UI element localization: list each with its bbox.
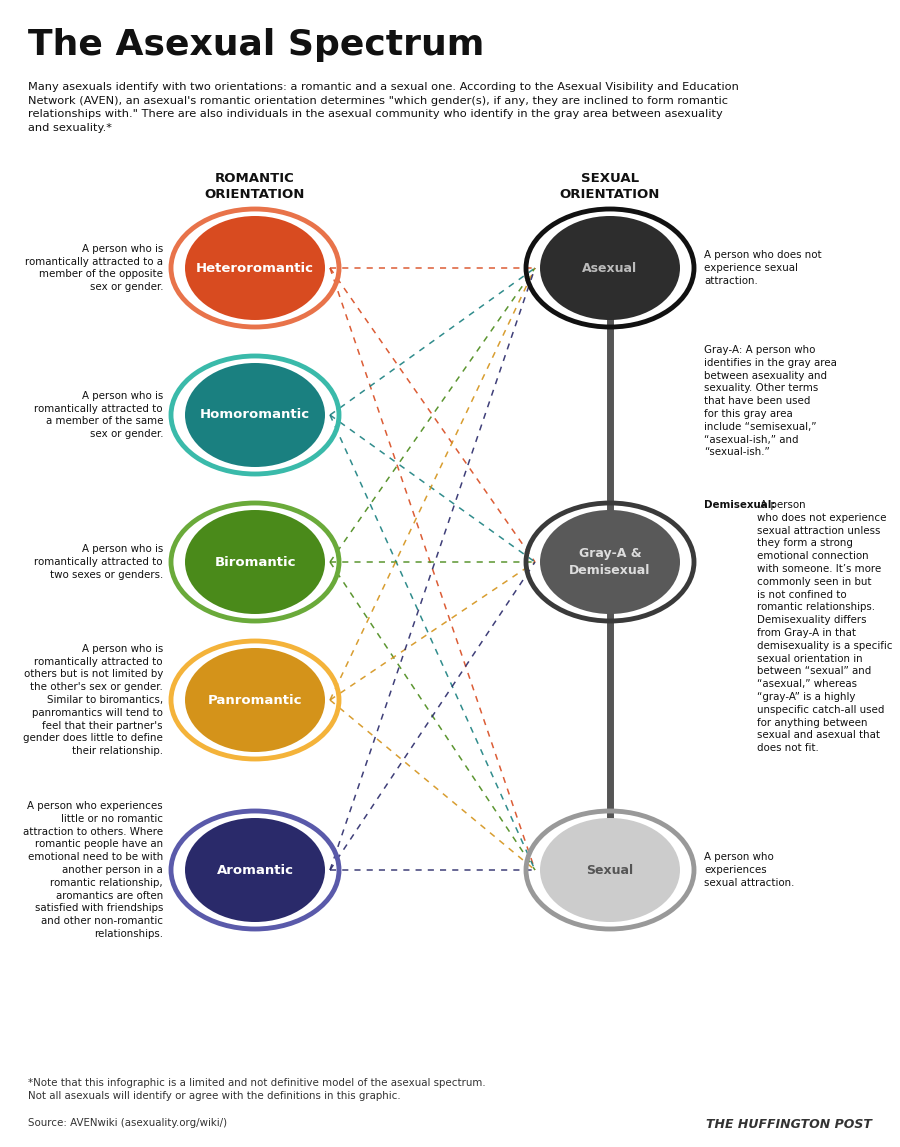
Text: Panromantic: Panromantic bbox=[208, 694, 302, 707]
Text: Asexual: Asexual bbox=[582, 262, 637, 274]
Text: SEXUAL
ORIENTATION: SEXUAL ORIENTATION bbox=[560, 172, 661, 201]
Text: Biromantic: Biromantic bbox=[214, 555, 296, 569]
Ellipse shape bbox=[185, 362, 325, 467]
Text: A person who does not
experience sexual
attraction.: A person who does not experience sexual … bbox=[704, 250, 822, 286]
Text: A person who is
romantically attracted to
others but is not limited by
the other: A person who is romantically attracted t… bbox=[23, 643, 163, 756]
Ellipse shape bbox=[540, 818, 680, 922]
Ellipse shape bbox=[185, 216, 325, 320]
Text: THE HUFFINGTON POST: THE HUFFINGTON POST bbox=[706, 1118, 872, 1131]
Text: Demisexual:: Demisexual: bbox=[704, 500, 776, 510]
Text: Aromantic: Aromantic bbox=[217, 864, 293, 876]
Ellipse shape bbox=[185, 510, 325, 614]
Ellipse shape bbox=[540, 216, 680, 320]
Text: Source: AVENwiki (asexuality.org/wiki/): Source: AVENwiki (asexuality.org/wiki/) bbox=[28, 1118, 227, 1128]
Text: Many asexuals identify with two orientations: a romantic and a sexual one. Accor: Many asexuals identify with two orientat… bbox=[28, 81, 739, 133]
Text: *Note that this infographic is a limited and not definitive model of the asexual: *Note that this infographic is a limited… bbox=[28, 1078, 486, 1101]
Text: A person who
experiences
sexual attraction.: A person who experiences sexual attracti… bbox=[704, 852, 795, 888]
Text: A person who experiences
little or no romantic
attraction to others. Where
roman: A person who experiences little or no ro… bbox=[22, 801, 163, 939]
Text: Gray-A: A person who
identifies in the gray area
between asexuality and
sexualit: Gray-A: A person who identifies in the g… bbox=[704, 345, 837, 458]
Ellipse shape bbox=[185, 818, 325, 922]
Ellipse shape bbox=[185, 648, 325, 752]
Text: Heteroromantic: Heteroromantic bbox=[196, 262, 314, 274]
Text: A person who is
romantically attracted to
two sexes or genders.: A person who is romantically attracted t… bbox=[34, 544, 163, 579]
Text: The Asexual Spectrum: The Asexual Spectrum bbox=[28, 28, 484, 62]
Ellipse shape bbox=[540, 510, 680, 614]
Text: A person who is
romantically attracted to
a member of the same
sex or gender.: A person who is romantically attracted t… bbox=[34, 391, 163, 439]
Text: Gray-A &
Demisexual: Gray-A & Demisexual bbox=[570, 547, 651, 577]
Text: A person
who does not experience
sexual attraction unless
they form a strong
emo: A person who does not experience sexual … bbox=[757, 500, 893, 754]
Text: ROMANTIC
ORIENTATION: ROMANTIC ORIENTATION bbox=[205, 172, 305, 201]
Text: Sexual: Sexual bbox=[587, 864, 634, 876]
Text: Homoromantic: Homoromantic bbox=[200, 408, 310, 421]
Text: A person who is
romantically attracted to a
member of the opposite
sex or gender: A person who is romantically attracted t… bbox=[25, 244, 163, 292]
